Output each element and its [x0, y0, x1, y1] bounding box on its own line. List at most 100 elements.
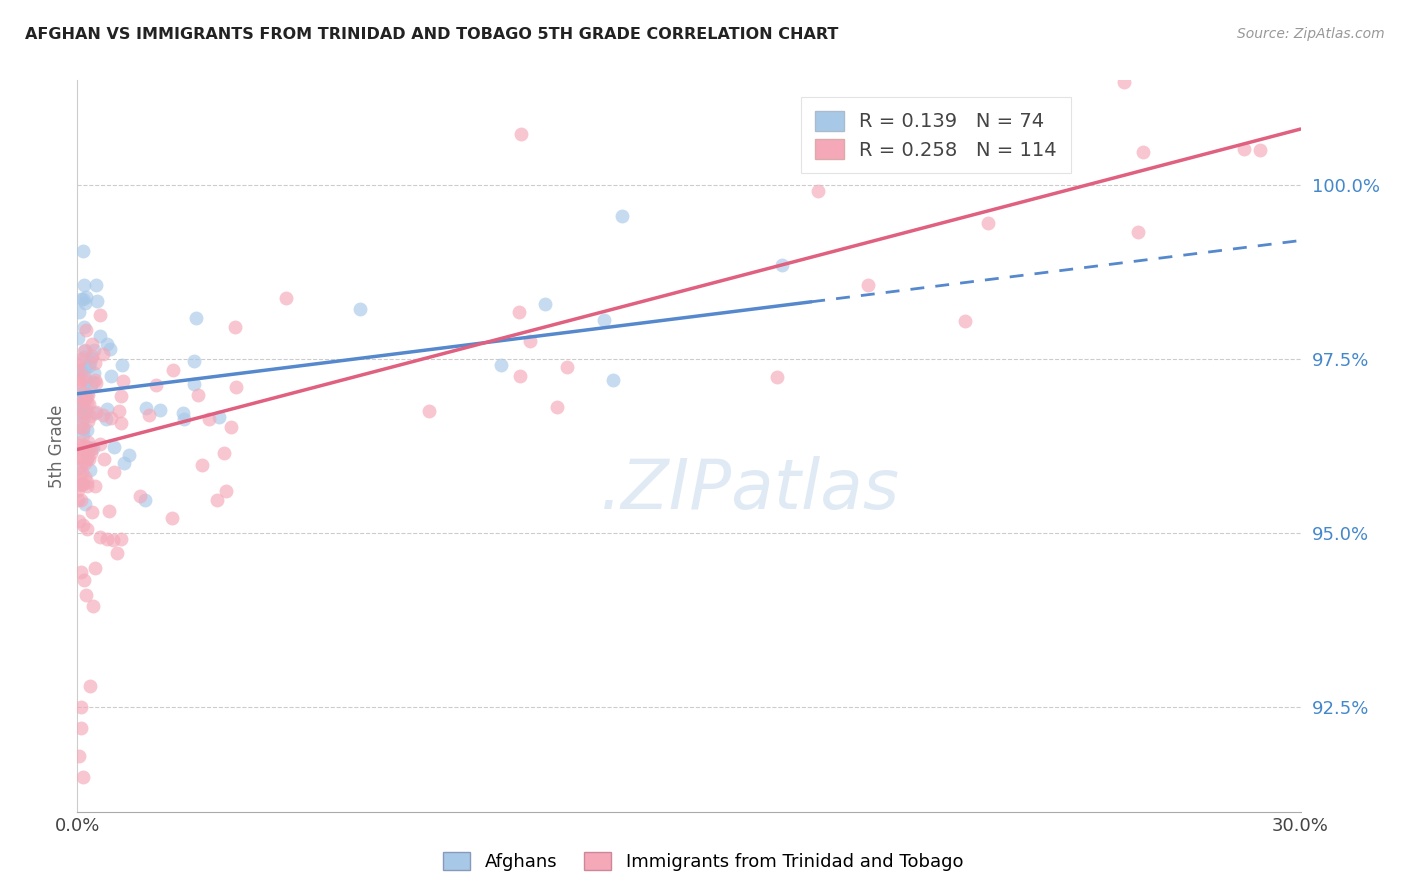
Text: Source: ZipAtlas.com: Source: ZipAtlas.com [1237, 27, 1385, 41]
Point [73, 409, 96, 424]
Point [76, 413, 98, 427]
Point [110, 532, 132, 546]
Point [77, 397, 100, 411]
Point [69, 435, 91, 450]
Point [593, 312, 616, 326]
Point [276, 291, 298, 305]
Point [69, 399, 91, 413]
Point [73, 343, 96, 358]
Point [67, 515, 90, 529]
Point [806, 184, 828, 198]
Point [72, 343, 94, 358]
Point [77, 435, 100, 450]
Point [80, 505, 103, 519]
Point [1232, 142, 1254, 156]
Point [145, 377, 167, 392]
Point [191, 458, 214, 472]
Point [149, 403, 172, 417]
Point [70, 366, 93, 380]
Point [77, 442, 100, 456]
Point [134, 493, 156, 508]
Point [91, 408, 114, 422]
Point [76, 423, 98, 437]
Point [96, 533, 118, 547]
Point [508, 305, 530, 319]
Point [70, 466, 93, 480]
Point [73, 278, 96, 293]
Point [67, 460, 90, 475]
Point [67, 408, 90, 422]
Point [76, 396, 98, 410]
Point [69, 478, 91, 492]
Point [67, 442, 90, 456]
Point [72, 292, 94, 306]
Point [98, 503, 121, 517]
Point [70, 493, 93, 508]
Point [96, 337, 118, 351]
Point [76, 479, 98, 493]
Point [73, 361, 96, 376]
Point [75, 391, 97, 405]
Point [86, 404, 108, 418]
Point [72, 244, 94, 259]
Point [70, 477, 93, 491]
Point [602, 373, 624, 387]
Point [77, 452, 100, 467]
Point [75, 469, 97, 483]
Point [110, 416, 132, 430]
Point [108, 404, 131, 418]
Point [80, 378, 103, 392]
Point [77, 359, 100, 374]
Text: AFGHAN VS IMMIGRANTS FROM TRINIDAD AND TOBAGO 5TH GRADE CORRELATION CHART: AFGHAN VS IMMIGRANTS FROM TRINIDAD AND T… [25, 27, 839, 42]
Point [79, 462, 101, 476]
Point [183, 376, 205, 391]
Point [72, 422, 94, 436]
Point [84, 356, 107, 370]
Point [84, 479, 107, 493]
Point [72, 517, 94, 532]
Point [84, 406, 107, 420]
Point [77, 388, 100, 402]
Point [82, 441, 104, 455]
Point [162, 363, 184, 377]
Point [96, 401, 118, 416]
Point [519, 334, 541, 349]
Point [80, 349, 103, 363]
Point [67, 483, 90, 498]
Point [111, 374, 134, 388]
Point [67, 400, 90, 414]
Point [72, 476, 94, 491]
Point [89, 437, 111, 451]
Point [67, 392, 90, 407]
Point [75, 403, 97, 417]
Point [89, 329, 111, 343]
Point [83, 561, 105, 575]
Point [173, 406, 195, 420]
Point [187, 388, 209, 402]
Point [69, 700, 91, 714]
Point [111, 359, 134, 373]
Point [105, 546, 128, 560]
Point [67, 379, 90, 393]
Point [183, 354, 205, 368]
Point [1126, 225, 1149, 239]
Point [197, 412, 219, 426]
Point [79, 679, 101, 693]
Point [82, 375, 104, 389]
Legend: Afghans, Immigrants from Trinidad and Tobago: Afghans, Immigrants from Trinidad and To… [436, 845, 970, 879]
Point [770, 259, 793, 273]
Point [75, 389, 97, 403]
Point [79, 354, 101, 368]
Point [69, 404, 91, 418]
Point [80, 442, 103, 457]
Point [89, 530, 111, 544]
Text: .ZIPatlas: .ZIPatlas [600, 457, 900, 524]
Point [856, 278, 879, 293]
Point [72, 428, 94, 442]
Point [534, 297, 557, 311]
Point [67, 392, 90, 406]
Point [70, 440, 93, 454]
Point [219, 420, 242, 434]
Point [510, 127, 533, 141]
Point [103, 440, 125, 454]
